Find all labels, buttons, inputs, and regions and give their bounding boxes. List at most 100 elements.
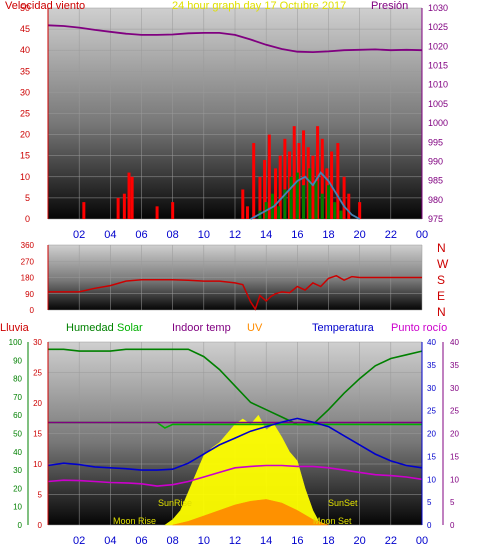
wind-bar [82, 202, 86, 219]
indoor-temp-tick-label: 25 [450, 407, 459, 416]
pressure-tick-label: 975 [428, 214, 443, 224]
direction-tick-label: 90 [25, 290, 34, 299]
pressure-tick-label: 1030 [428, 3, 448, 13]
legend-temperatura: Temperatura [312, 322, 375, 334]
wind-speed-axis-title: Velocidad viento [5, 0, 85, 12]
humidity-tick-label: 30 [13, 466, 22, 475]
wind-speed-tick-label: 45 [20, 24, 30, 34]
wind-bar [283, 138, 287, 219]
humidity-tick-label: 50 [13, 430, 22, 439]
wind-bar [288, 151, 292, 219]
wind-bar [358, 202, 362, 219]
wind-bar [127, 172, 131, 219]
legend-indoor-temp: Indoor temp [172, 322, 231, 334]
humidity-tick-label: 70 [13, 393, 22, 402]
wind-speed-tick-label: 30 [20, 87, 30, 97]
solar-radiation-area [164, 414, 322, 526]
humidity-tick-label: 0 [18, 521, 23, 530]
temperature-series [47, 348, 423, 526]
temperature-tick-label: 0 [427, 521, 432, 530]
pressure-tick-label: 995 [428, 137, 443, 147]
legend-solar: Solar [117, 322, 143, 334]
indoor-temp-tick-label: 40 [450, 338, 459, 347]
indoor-temp-tick-label: 0 [450, 521, 455, 530]
temperature-axes: 0102030405060708090100051015202530051015… [9, 338, 460, 547]
x-tick-label: 14 [260, 229, 272, 241]
legend-humedad: Humedad [66, 322, 114, 334]
x-tick-label: 08 [167, 229, 179, 241]
pressure-tick-label: 1010 [428, 80, 448, 90]
compass-label-n-top: N [437, 241, 446, 255]
x-tick-label: 02 [73, 229, 85, 241]
chart-title: 24 hour graph day 17 Octubre 2017 [172, 0, 346, 12]
wind-bar [333, 202, 337, 219]
moonset-label: Moon Set [313, 516, 352, 526]
wind-bar [342, 176, 346, 219]
pressure-tick-label: 1000 [428, 118, 448, 128]
wind-speed-tick-label: 35 [20, 66, 30, 76]
indoor-temp-tick-label: 15 [450, 452, 459, 461]
wind-bar [283, 189, 287, 219]
humidity-tick-label: 40 [13, 448, 22, 457]
x-tick-label: 00 [416, 535, 428, 547]
pressure-tick-label: 980 [428, 195, 443, 205]
x-tick-label: 18 [322, 535, 334, 547]
wind-speed-tick-label: 0 [25, 214, 30, 224]
direction-tick-label: 180 [21, 274, 35, 283]
wind-speed-tick-label: 50 [20, 3, 30, 13]
legend-uv: UV [247, 322, 263, 334]
rain-tick-label: 25 [33, 369, 42, 378]
wind-bar [277, 206, 281, 219]
direction-tick-label: 270 [21, 257, 35, 266]
pressure-tick-label: 990 [428, 156, 443, 166]
wind-bar [314, 181, 318, 219]
x-tick-label: 04 [104, 535, 116, 547]
wind-bar [274, 168, 278, 219]
wind-bar [302, 185, 306, 219]
wind-direction-axes: 0 90 180 270 360 [21, 241, 49, 315]
temperature-tick-label: 30 [427, 384, 436, 393]
x-tick-label: 18 [322, 229, 334, 241]
x-tick-label: 04 [104, 229, 116, 241]
wind-pressure-series [47, 24, 423, 220]
wind-bar [292, 126, 296, 219]
indoor-temp-tick-label: 20 [450, 430, 459, 439]
x-tick-label: 00 [416, 229, 428, 241]
wind-speed-tick-label: 15 [20, 151, 30, 161]
pressure-line [47, 24, 423, 54]
temperature-tick-label: 25 [427, 407, 436, 416]
x-tick-label: 16 [291, 535, 303, 547]
legend-lluvia: Lluvia [0, 322, 30, 334]
pressure-tick-label: 1015 [428, 61, 448, 71]
temperature-tick-label: 10 [427, 475, 436, 484]
rain-tick-label: 15 [33, 430, 42, 439]
humidity-tick-label: 100 [9, 338, 23, 347]
wind-bar [302, 130, 306, 219]
rain-tick-label: 20 [33, 399, 42, 408]
wind-bar [311, 155, 315, 219]
humidity-line [48, 348, 423, 426]
pressure-tick-label: 1025 [428, 22, 448, 32]
x-tick-label: 22 [385, 535, 397, 547]
wind-bar [320, 193, 324, 219]
wind-bar [339, 210, 343, 219]
temperature-tick-label: 5 [427, 498, 432, 507]
humidity-tick-label: 10 [13, 503, 22, 512]
pressure-tick-label: 1020 [428, 41, 448, 51]
rain-tick-label: 10 [33, 460, 42, 469]
x-tick-label: 12 [229, 535, 241, 547]
rain-tick-label: 30 [33, 338, 42, 347]
wind-direction-series [48, 274, 422, 311]
wind-speed-tick-label: 40 [20, 45, 30, 55]
compass-label-n-bottom: N [437, 305, 446, 319]
wind-bar [252, 143, 256, 219]
wind-bar [263, 159, 267, 219]
x-tick-label: 20 [354, 229, 366, 241]
indoor-temp-tick-label: 10 [450, 475, 459, 484]
pressure-tick-label: 985 [428, 176, 443, 186]
wind-bar [325, 168, 329, 219]
wind-bar [306, 147, 310, 219]
indoor-temp-tick-label: 5 [450, 498, 455, 507]
pressure-axis-title: Presión [371, 0, 408, 12]
compass-label-w: W [437, 257, 449, 271]
